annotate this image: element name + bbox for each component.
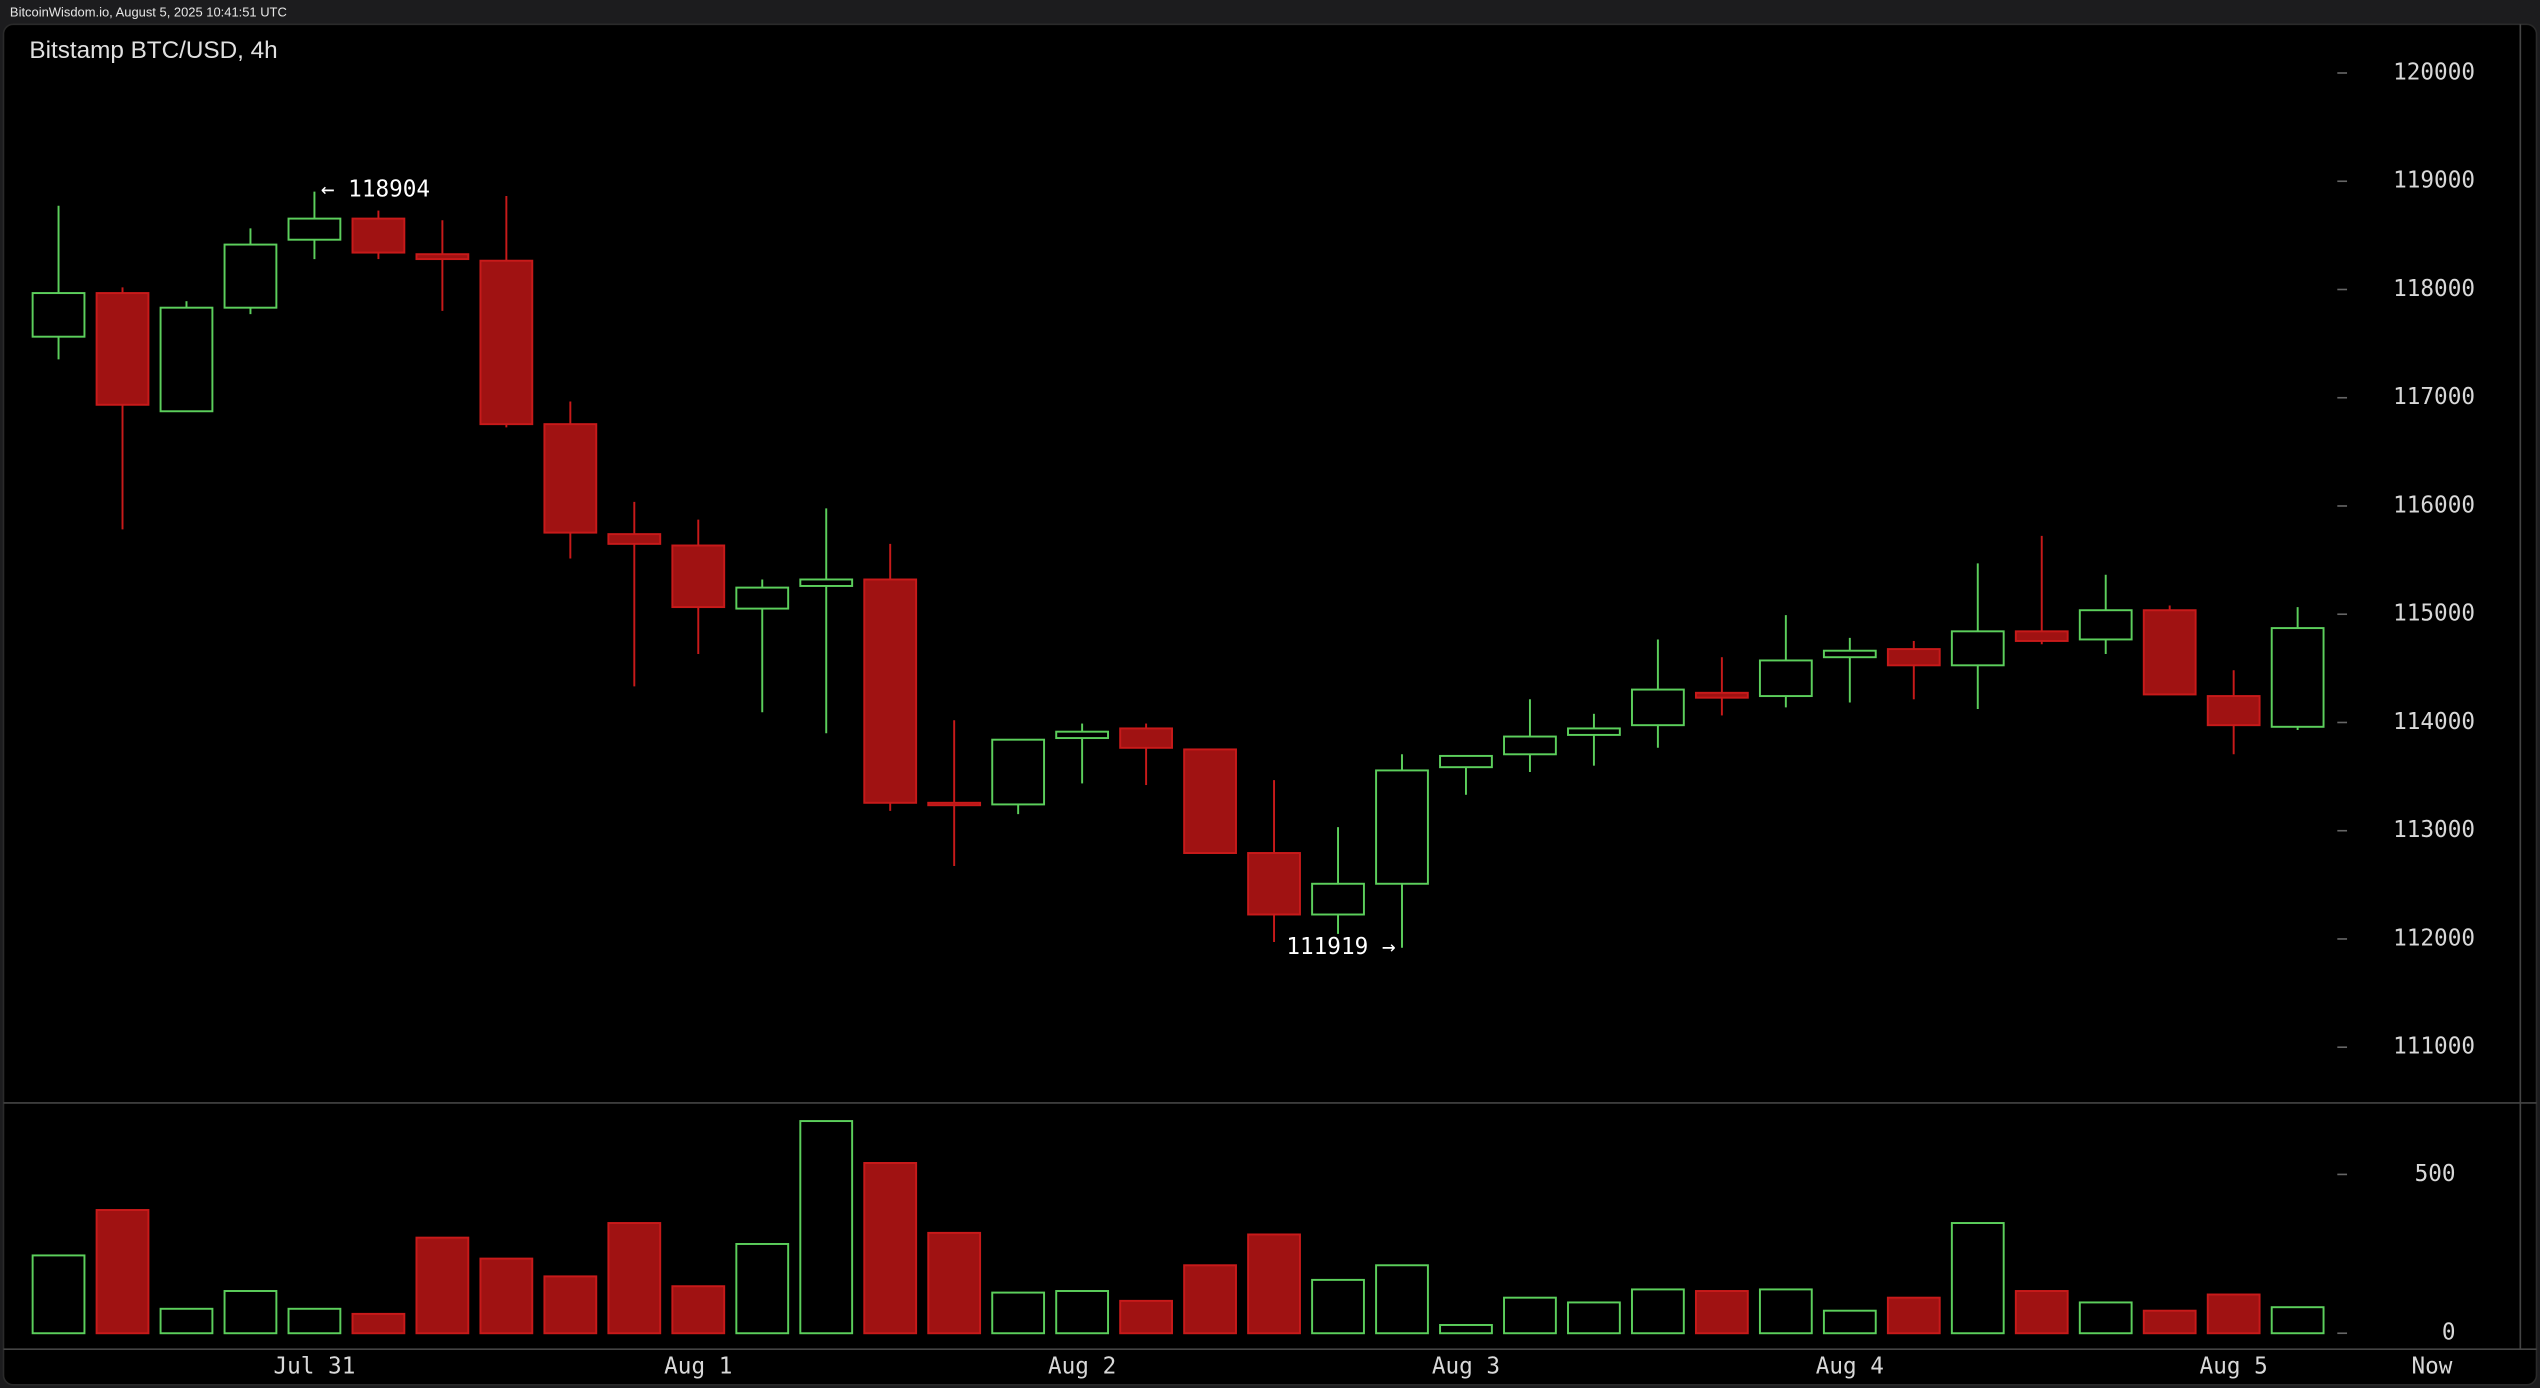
x-tick-label: Aug 4 [1816,1353,1884,1379]
x-tick-label: Aug 5 [2200,1353,2268,1379]
volume-bar [863,1162,918,1335]
volume-bar [1375,1264,1429,1335]
candle-body [1950,630,2005,667]
candle-body [927,801,982,807]
y-tick-label: 111000 [2393,1034,2475,1060]
volume-bar [31,1254,86,1335]
candle-body [31,292,86,338]
volume-bar [991,1291,1046,1335]
candle-body [1119,727,1173,749]
x-tick-label: Jul 31 [274,1353,356,1379]
candle-body [735,586,790,610]
candle-body [1694,691,1749,699]
candle-body [863,578,918,804]
volume-bar [1247,1233,1301,1335]
volume-bar [223,1290,278,1335]
candle-body [2270,627,2325,728]
chart-frame [2,23,2538,1386]
volume-bar [1055,1290,1110,1335]
volume-bar [1822,1309,1877,1335]
y-tick-label: 112000 [2393,925,2475,951]
candle-body [1311,882,1365,916]
volume-bar [1886,1296,1941,1335]
chart-title: Bitstamp BTC/USD, 4h [29,37,277,64]
annotation: ← 118904 [321,177,430,203]
candle-body [415,253,470,261]
volume-bar [2270,1306,2325,1335]
volume-bar [799,1120,854,1335]
candle-body [2014,630,2069,642]
volume-bar [2142,1309,2197,1335]
candle-body [479,259,534,426]
volume-bar [415,1236,470,1335]
volume-bar [2014,1290,2069,1335]
x-now-label: Now [2412,1353,2453,1379]
volume-bar [927,1231,982,1335]
candle-body [1439,754,1493,769]
candle-body [2206,695,2261,727]
volume-bar [479,1257,534,1335]
candle-body [159,306,214,413]
x-tick-label: Aug 3 [1432,1353,1500,1379]
candle-body [2078,609,2133,641]
candle-body [223,243,278,309]
candle-body [1822,649,1877,659]
candle-body [1567,727,1621,736]
candle-body [2142,609,2197,696]
y-tick-label: 120000 [2393,60,2475,86]
y-tick-label: 117000 [2393,384,2475,410]
candle-body [1886,648,1941,667]
volume-bar [1119,1299,1173,1335]
candle-body [1183,748,1237,854]
candle-body [351,217,406,254]
volume-bar [1183,1264,1237,1335]
y-tick-label: 500 [2415,1161,2456,1187]
volume-bar [351,1312,406,1335]
annotation: 111919 → [1286,934,1395,960]
y-tick-label: 116000 [2393,492,2475,518]
candle-body [671,544,726,609]
candle-body [1758,659,1813,698]
candle-body [991,738,1046,806]
volume-bar [287,1307,342,1335]
volume-bar [1758,1288,1813,1335]
y-tick-label: 0 [2442,1320,2456,1346]
volume-bar [2206,1293,2261,1335]
candle-body [287,217,342,241]
volume-bar [2078,1301,2133,1335]
candle-body [1631,688,1685,727]
volume-bar [607,1222,662,1335]
candle-body [1055,730,1110,740]
volume-bar [95,1209,150,1335]
x-tick-label: Aug 1 [664,1353,732,1379]
candle-body [1247,852,1301,916]
volume-bar [159,1307,214,1335]
y-tick-label: 118000 [2393,276,2475,302]
y-tick-label: 113000 [2393,817,2475,843]
volume-bar [671,1285,726,1335]
volume-bar [735,1243,790,1335]
y-tick-label: 119000 [2393,168,2475,194]
volume-bar [1694,1290,1749,1335]
volume-bar [1503,1296,1557,1335]
y-tick-label: 115000 [2393,601,2475,627]
volume-bar [543,1275,598,1335]
candle-body [95,292,150,406]
candle-body [799,578,854,587]
candle-body [1503,735,1557,756]
volume-bar [1950,1222,2005,1335]
candle-body [1375,769,1429,885]
y-tick-label: 114000 [2393,709,2475,735]
candle-body [543,423,598,534]
x-tick-label: Aug 2 [1048,1353,1116,1379]
volume-bar [1311,1278,1365,1335]
volume-bar [1631,1288,1685,1335]
volume-bar [1567,1301,1621,1335]
header: BitcoinWisdom.io, August 5, 2025 10:41:5… [10,4,287,19]
candle-body [607,533,662,545]
volume-bar [1439,1324,1493,1335]
